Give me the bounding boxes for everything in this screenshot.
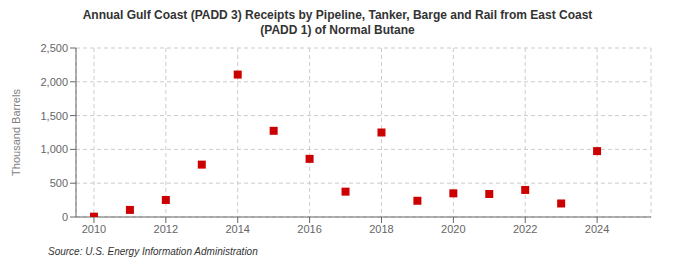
svg-text:2016: 2016 [297,223,321,235]
svg-text:2024: 2024 [585,223,609,235]
svg-text:0: 0 [62,211,68,223]
svg-text:2,000: 2,000 [40,76,68,88]
svg-text:2,500: 2,500 [40,42,68,54]
svg-text:500: 500 [50,177,68,189]
svg-text:2010: 2010 [82,223,106,235]
svg-text:1,500: 1,500 [40,110,68,122]
svg-text:Thousand Barrels: Thousand Barrels [10,89,22,176]
svg-text:2012: 2012 [154,223,178,235]
svg-text:2018: 2018 [369,223,393,235]
svg-text:2014: 2014 [225,223,249,235]
html-text:Annual Gulf Coast (PADD 3) Rec: Annual Gulf Coast (PADD 3) Receipts by P… [82,8,593,37]
svg-text:2020: 2020 [441,223,465,235]
html-text:Source: U.S. Energy Informatio: Source: U.S. Energy Information Administ… [48,246,258,257]
svg-text:2022: 2022 [513,223,537,235]
svg-text:1,000: 1,000 [40,143,68,155]
